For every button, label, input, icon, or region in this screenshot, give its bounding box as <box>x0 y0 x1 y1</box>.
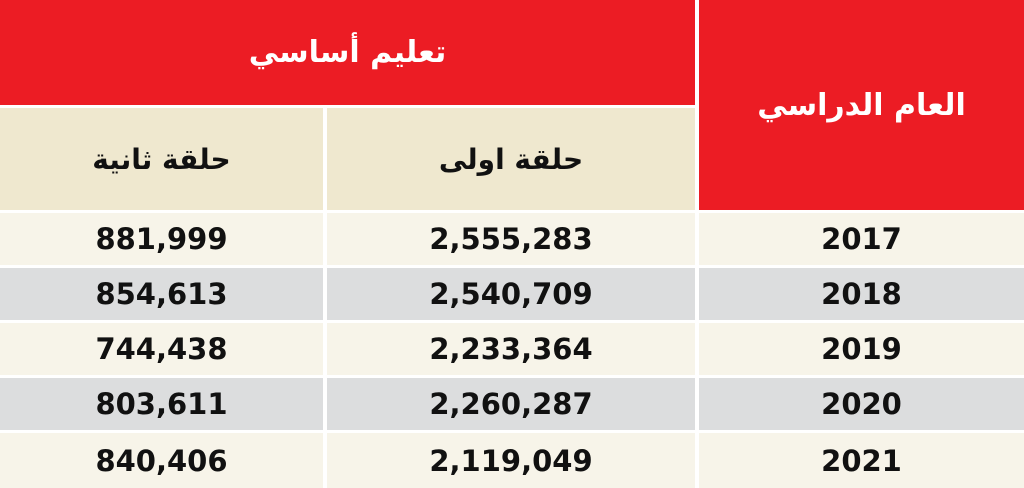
year-header: العام الدراسي <box>699 0 1024 210</box>
value-cell: 2,260,287 <box>327 378 695 430</box>
year-cell: 2017 <box>699 213 1024 265</box>
value-cell: 2,540,709 <box>327 268 695 320</box>
value-cell: 881,999 <box>0 213 323 265</box>
value-cell: 2,555,283 <box>327 213 695 265</box>
value-cell: 803,611 <box>0 378 323 430</box>
value-cell: 854,613 <box>0 268 323 320</box>
value-cell: 2,233,364 <box>327 323 695 375</box>
column-header: حلقة اولى <box>327 108 695 210</box>
year-cell: 2021 <box>699 433 1024 488</box>
year-cell: 2020 <box>699 378 1024 430</box>
group-header: تعليم أساسي <box>0 0 695 105</box>
year-cell: 2019 <box>699 323 1024 375</box>
column-header: حلقة ثانية <box>0 108 323 210</box>
value-cell: 2,119,049 <box>327 433 695 488</box>
value-cell: 840,406 <box>0 433 323 488</box>
year-cell: 2018 <box>699 268 1024 320</box>
value-cell: 744,438 <box>0 323 323 375</box>
